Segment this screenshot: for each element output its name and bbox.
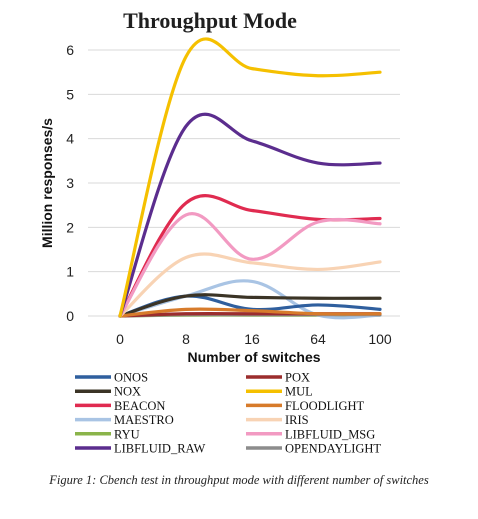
legend-label: OPENDAYLIGHT: [285, 442, 381, 456]
legend-label: ONOS: [114, 371, 148, 385]
y-tick-label: 6: [66, 42, 74, 58]
legend: ONOS POX NOX MUL BEACON FLOODLIGHT MAESTRO IRIS…: [75, 371, 381, 456]
x-tick-label: 8: [182, 331, 190, 347]
legend-label: BEACON: [114, 399, 165, 413]
x-tick-label: 100: [368, 331, 392, 347]
x-tick-labels: 0 8 16 64 100: [116, 331, 392, 347]
legend-label: FLOODLIGHT: [285, 399, 365, 413]
grid-lines: [88, 49, 400, 317]
legend-label: IRIS: [285, 413, 309, 427]
series-line-floodlight: [118, 307, 382, 318]
legend-label: LIBFLUID_RAW: [114, 442, 206, 456]
y-tick-label: 2: [66, 219, 74, 235]
y-tick-label: 0: [66, 308, 74, 324]
x-tick-label: 16: [244, 331, 260, 347]
figure-caption: Figure 1: Cbench test in throughput mode…: [49, 473, 429, 487]
x-axis-label: Number of switches: [187, 349, 320, 365]
legend-label: POX: [285, 371, 310, 385]
legend-label: MAESTRO: [114, 413, 174, 427]
x-tick-label: 0: [116, 331, 124, 347]
series-line-libfluid-msg: [118, 212, 382, 318]
y-tick-label: 1: [66, 264, 74, 280]
series-line-iris: [118, 252, 382, 318]
legend-label: MUL: [285, 385, 313, 399]
y-tick-label: 5: [66, 86, 74, 102]
legend-label: NOX: [114, 385, 141, 399]
series-lines: [118, 37, 382, 320]
y-tick-labels: 0 1 2 3 4 5 6: [66, 42, 74, 324]
series-line-mul: [118, 37, 382, 318]
y-axis-label: Million responses/s: [39, 118, 55, 248]
y-tick-label: 4: [66, 131, 74, 147]
legend-label: LIBFLUID_MSG: [285, 427, 375, 441]
y-tick-label: 3: [66, 175, 74, 191]
chart-title: Throughput Mode: [123, 8, 297, 33]
series-line-libfluid-raw: [118, 112, 382, 318]
legend-label: RYU: [114, 427, 140, 441]
series-line-nox: [118, 293, 382, 318]
x-tick-label: 64: [310, 331, 326, 347]
